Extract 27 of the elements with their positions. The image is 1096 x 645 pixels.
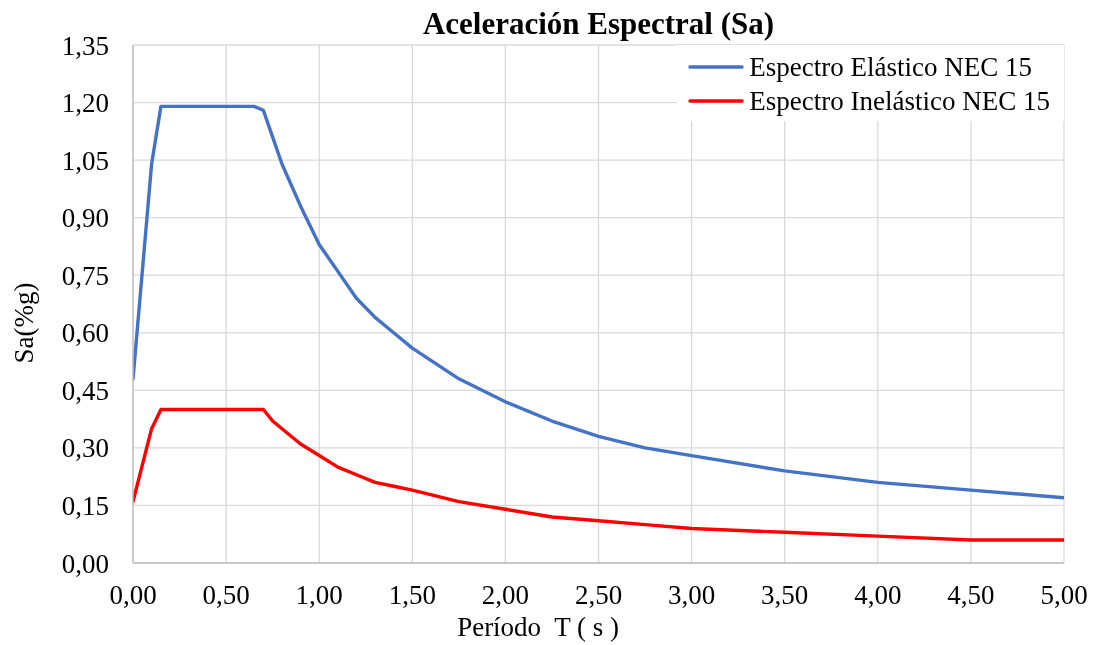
legend-label: Espectro Inelástico NEC 15 bbox=[749, 85, 1050, 118]
x-tick-label: 4,00 bbox=[854, 580, 902, 611]
x-axis-title: Período T ( s ) bbox=[457, 612, 619, 642]
x-tick-label: 3,00 bbox=[667, 580, 716, 611]
x-tick-label: 2,50 bbox=[574, 580, 623, 611]
chart-title: Aceleración Espectral (Sa) bbox=[421, 6, 776, 42]
y-tick-label: 0,60 bbox=[61, 318, 109, 349]
y-tick-label: 0,90 bbox=[61, 203, 109, 234]
line-series bbox=[133, 407, 1064, 542]
x-tick-label: 5,00 bbox=[1040, 580, 1088, 611]
y-tick-label: 0,15 bbox=[61, 491, 109, 522]
x-tick-label: 0,50 bbox=[202, 580, 250, 611]
x-tick-label: 1,00 bbox=[295, 580, 343, 611]
x-tick-label: 3,50 bbox=[761, 580, 809, 611]
y-tick-label: 0,45 bbox=[61, 375, 109, 406]
y-tick-label: 1,05 bbox=[61, 145, 109, 176]
legend-label: Espectro Elástico NEC 15 bbox=[749, 51, 1033, 84]
y-tick-label: 1,20 bbox=[61, 88, 109, 119]
x-tick-label: 4,50 bbox=[947, 580, 995, 611]
y-tick-label: 0,75 bbox=[61, 260, 109, 291]
y-tick-label: 0,00 bbox=[61, 548, 109, 579]
y-axis-title: Sa(%g) bbox=[9, 282, 39, 364]
x-tick-label: 0,00 bbox=[109, 580, 157, 611]
y-tick-label: 0,30 bbox=[61, 433, 109, 464]
x-tick-label: 2,00 bbox=[481, 580, 530, 611]
y-tick-label: 1,35 bbox=[61, 30, 109, 61]
x-tick-label: 1,50 bbox=[388, 580, 436, 611]
